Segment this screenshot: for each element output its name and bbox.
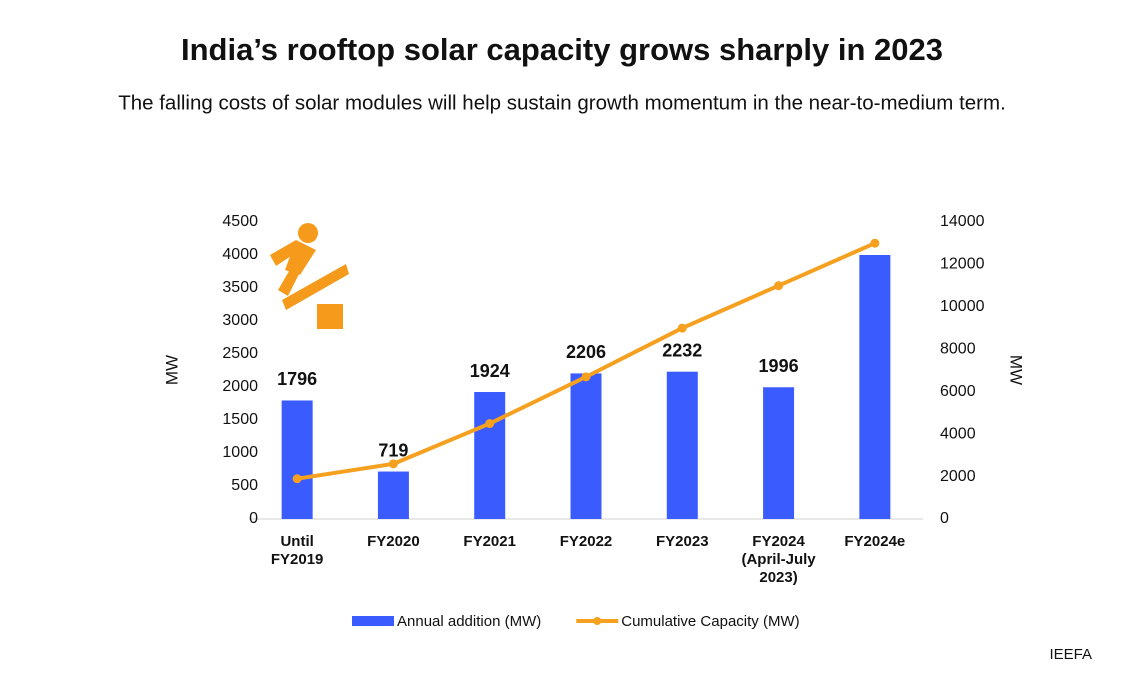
line-point bbox=[292, 474, 302, 484]
data-label: 2232 bbox=[662, 340, 702, 360]
x-tick-label: FY2020 bbox=[367, 533, 420, 550]
x-tick-label: Until FY2019 bbox=[270, 533, 324, 568]
x-tick-label: FY2023 bbox=[656, 533, 709, 550]
line-point bbox=[485, 419, 495, 429]
chart-subtitle: The falling costs of solar modules will … bbox=[118, 91, 1006, 114]
y2-tick-label: 8000 bbox=[940, 341, 976, 358]
line-point bbox=[388, 459, 398, 469]
data-label: 719 bbox=[378, 440, 408, 460]
source-logo: IEEFA bbox=[1049, 646, 1092, 663]
y2-tick-label: 2000 bbox=[940, 468, 976, 485]
data-label: 2206 bbox=[566, 342, 606, 362]
data-label: 1924 bbox=[470, 361, 510, 381]
x-tick-label: FY2022 bbox=[559, 533, 613, 550]
y2-tick-label: 6000 bbox=[940, 383, 976, 400]
y-tick-label: 2500 bbox=[222, 345, 258, 362]
legend-label: Annual addition (MW) bbox=[397, 613, 541, 630]
y-axis-label: MW bbox=[162, 355, 181, 385]
y2-tick-label: 10000 bbox=[940, 298, 985, 315]
bar bbox=[281, 400, 313, 519]
y2-tick-label: 12000 bbox=[940, 256, 985, 273]
y-tick-label: 1500 bbox=[222, 411, 258, 428]
y-tick-label: 1000 bbox=[222, 444, 258, 461]
line-point bbox=[870, 238, 880, 248]
line-point bbox=[677, 323, 687, 333]
legend-swatch bbox=[352, 616, 394, 626]
y-tick-label: 2000 bbox=[222, 378, 258, 395]
y2-tick-label: 14000 bbox=[940, 213, 985, 230]
y-tick-label: 3000 bbox=[222, 312, 258, 329]
bar bbox=[377, 471, 409, 519]
legend-label: Cumulative Capacity (MW) bbox=[621, 613, 799, 630]
chart-title: India’s rooftop solar capacity grows sha… bbox=[181, 32, 943, 67]
x-tick-label: FY2024 (April-July 2023) bbox=[741, 533, 816, 586]
y2-tick-label: 4000 bbox=[940, 425, 976, 442]
worker-icon bbox=[270, 223, 349, 329]
bar bbox=[570, 373, 602, 519]
x-tick-label: FY2021 bbox=[463, 533, 516, 550]
line-point bbox=[774, 281, 784, 291]
data-label: 1996 bbox=[759, 356, 799, 376]
y-tick-label: 500 bbox=[231, 477, 258, 494]
legend-swatch bbox=[593, 617, 602, 625]
bar bbox=[859, 255, 891, 519]
bar bbox=[666, 371, 698, 519]
line-point bbox=[581, 372, 591, 382]
y-tick-label: 0 bbox=[249, 510, 258, 527]
y-tick-label: 4000 bbox=[222, 246, 258, 263]
y-tick-label: 4500 bbox=[222, 213, 258, 230]
x-tick-label: FY2024e bbox=[844, 533, 906, 550]
data-label: 1796 bbox=[277, 369, 317, 389]
y2-axis-label: MW bbox=[1007, 355, 1026, 385]
y2-tick-label: 0 bbox=[940, 510, 949, 527]
bar bbox=[763, 387, 795, 519]
y-tick-label: 3500 bbox=[222, 279, 258, 296]
bar bbox=[474, 392, 506, 519]
